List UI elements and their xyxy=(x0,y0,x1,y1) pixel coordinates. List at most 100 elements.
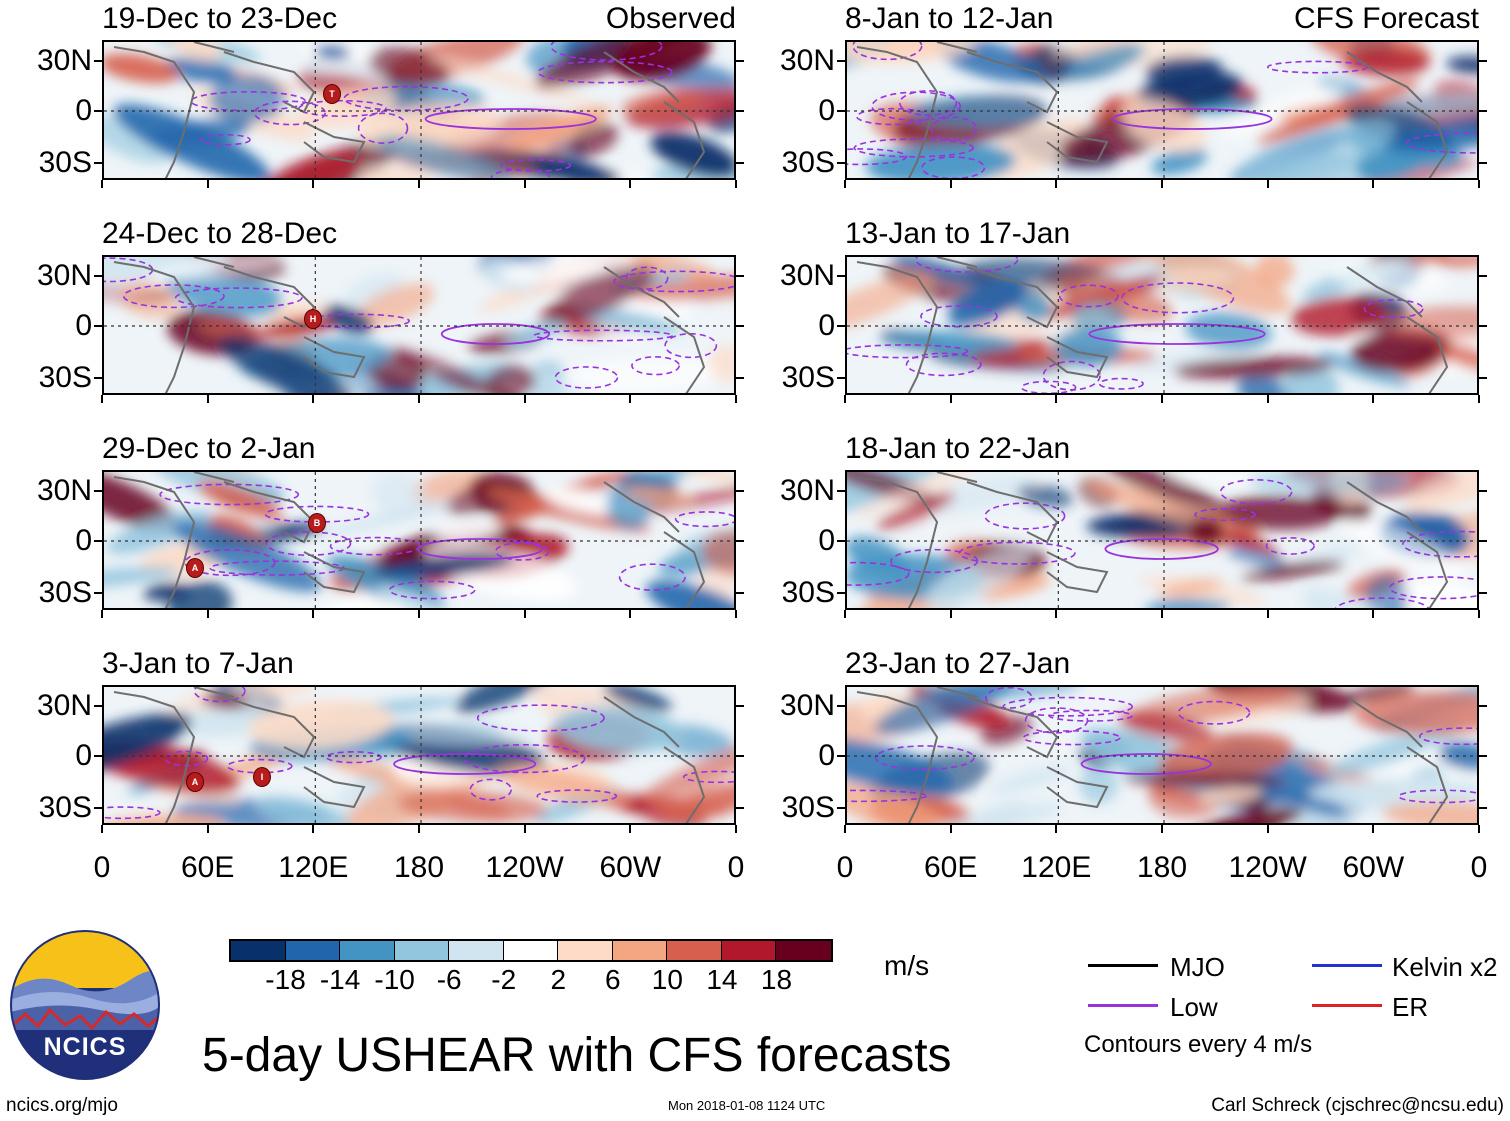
shear-field xyxy=(847,472,1477,608)
axis-tick xyxy=(1161,610,1163,618)
axis-tick xyxy=(736,490,744,492)
axis-tick xyxy=(837,162,845,164)
shear-field xyxy=(104,687,734,823)
axis-tick xyxy=(418,825,420,833)
lat-label-30n: 30N xyxy=(779,259,835,292)
storm-marker: A xyxy=(186,558,204,578)
shear-field xyxy=(847,257,1477,393)
axis-tick xyxy=(844,825,846,833)
map-panel-observed-3 xyxy=(102,470,736,610)
axis-tick xyxy=(1479,705,1487,707)
axis-tick xyxy=(94,540,102,542)
legend-mjo-line xyxy=(1088,964,1158,967)
axis-tick xyxy=(736,110,744,112)
map-panel-observed-1 xyxy=(102,40,736,180)
storm-marker: A xyxy=(186,772,204,792)
axis-tick xyxy=(837,755,845,757)
footer-timestamp: Mon 2018-01-08 1124 UTC xyxy=(668,1098,826,1113)
lat-label-0: 0 xyxy=(75,739,92,772)
axis-tick xyxy=(1479,807,1487,809)
axis-tick xyxy=(206,825,209,833)
axis-tick xyxy=(629,395,632,403)
lat-label-0: 0 xyxy=(818,739,835,772)
axis-tick xyxy=(1479,110,1487,112)
axis-tick xyxy=(1478,610,1480,618)
axis-tick xyxy=(1479,755,1487,757)
axis-tick xyxy=(837,592,845,594)
legend-mjo-label: MJO xyxy=(1170,952,1225,982)
colorbar-tick-label: -6 xyxy=(436,964,462,995)
axis-tick xyxy=(94,377,102,379)
lat-label-0: 0 xyxy=(75,309,92,342)
lat-label-30n: 30N xyxy=(36,44,92,77)
axis-tick xyxy=(206,180,209,188)
axis-tick xyxy=(523,825,526,833)
legend-low-line xyxy=(1088,1004,1158,1007)
storm-marker: T xyxy=(323,84,341,104)
footer-url[interactable]: ncics.org/mjo xyxy=(6,1095,118,1116)
lon-label-3: 180 xyxy=(393,851,445,884)
colorbar-swatch xyxy=(776,941,831,960)
observed-label: Observed xyxy=(605,2,736,35)
colorbar-swatch xyxy=(285,941,341,960)
axis-tick xyxy=(735,825,737,833)
axis-tick xyxy=(101,825,103,833)
storm-marker: I xyxy=(253,767,271,787)
axis-tick xyxy=(94,162,102,164)
axis-tick xyxy=(949,395,952,403)
axis-tick xyxy=(1479,540,1487,542)
axis-tick xyxy=(94,705,102,707)
lat-label-0: 0 xyxy=(75,524,92,557)
axis-tick xyxy=(736,755,744,757)
panel-title-forecast-1: 8-Jan to 12-Jan xyxy=(845,2,1054,35)
lon-label-1: 60E xyxy=(180,851,235,884)
colorbar-tick-label: 6 xyxy=(605,964,621,995)
colorbar-tick-label: -18 xyxy=(265,964,306,995)
lat-label-0: 0 xyxy=(75,94,92,127)
legend-er-line xyxy=(1312,1004,1382,1007)
shear-field xyxy=(847,687,1477,823)
lon-label-4: 120W xyxy=(1228,851,1307,884)
lat-label-30n: 30N xyxy=(36,689,92,722)
axis-tick xyxy=(736,60,744,62)
axis-tick xyxy=(1372,180,1375,188)
axis-tick xyxy=(418,180,420,188)
axis-tick xyxy=(1479,325,1487,327)
axis-tick xyxy=(736,325,744,327)
axis-tick xyxy=(736,275,744,277)
axis-tick xyxy=(101,395,103,403)
panel-title-forecast-4: 23-Jan to 27-Jan xyxy=(845,647,1071,680)
legend-kelvin-line xyxy=(1312,964,1382,967)
lat-label-0: 0 xyxy=(818,309,835,342)
axis-tick xyxy=(844,395,846,403)
axis-tick xyxy=(837,60,845,62)
axis-tick xyxy=(837,540,845,542)
colorbar-swatch xyxy=(503,941,559,960)
axis-tick xyxy=(1479,162,1487,164)
legend-er-label: ER xyxy=(1392,992,1429,1022)
axis-tick xyxy=(1055,180,1058,188)
colorbar-tick-label: -10 xyxy=(374,964,415,995)
lon-label-0: 0 xyxy=(836,851,854,884)
lat-label-30s: 30S xyxy=(781,361,835,394)
axis-tick xyxy=(735,180,737,188)
axis-tick xyxy=(312,610,315,618)
lat-label-30n: 30N xyxy=(779,474,835,507)
map-panel-observed-2 xyxy=(102,255,736,395)
axis-tick xyxy=(1478,395,1480,403)
axis-tick xyxy=(1479,60,1487,62)
axis-tick xyxy=(312,825,315,833)
axis-tick xyxy=(1266,610,1269,618)
axis-tick xyxy=(629,180,632,188)
axis-tick xyxy=(101,610,103,618)
panel-title-forecast-2: 13-Jan to 17-Jan xyxy=(845,217,1071,250)
map-panel-forecast-1 xyxy=(845,40,1479,180)
axis-tick xyxy=(523,610,526,618)
axis-tick xyxy=(735,610,737,618)
axis-tick xyxy=(629,610,632,618)
shear-field xyxy=(104,472,734,608)
lon-label-1: 60E xyxy=(923,851,978,884)
lat-label-30n: 30N xyxy=(36,259,92,292)
colorbar-swatch xyxy=(394,941,450,960)
lon-label-4: 120W xyxy=(485,851,564,884)
